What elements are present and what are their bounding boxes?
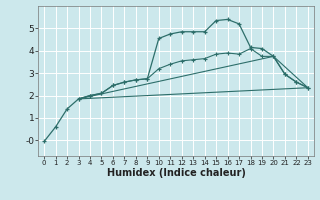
X-axis label: Humidex (Indice chaleur): Humidex (Indice chaleur) — [107, 168, 245, 178]
